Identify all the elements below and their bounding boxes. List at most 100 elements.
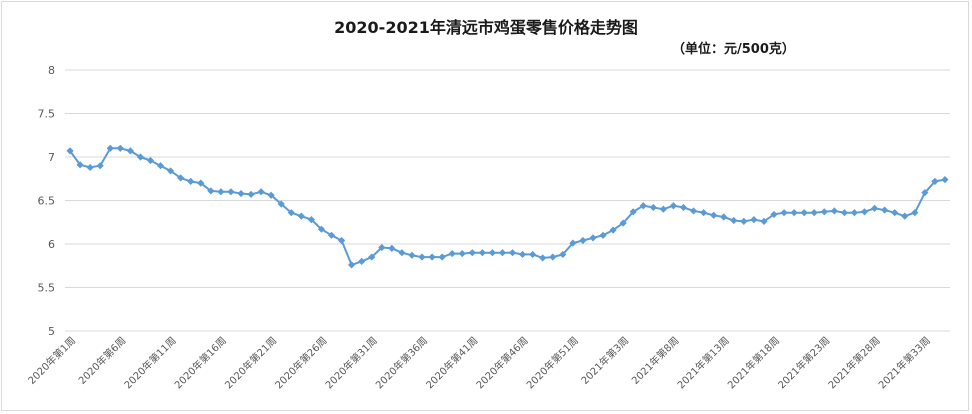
- data-point: [237, 189, 245, 198]
- data-point: [358, 257, 366, 265]
- x-tick-label: 2020年第36周: [373, 334, 430, 391]
- data-point: [870, 204, 879, 212]
- data-point: [398, 249, 406, 257]
- data-point: [66, 147, 74, 155]
- data-point: [428, 253, 436, 261]
- y-tick-label: 6.5: [38, 195, 56, 208]
- y-tick-label: 5: [48, 325, 55, 338]
- data-point: [287, 209, 295, 217]
- data-point: [659, 205, 667, 213]
- x-tick-label: 2021年第8周: [629, 334, 682, 387]
- series-egg-price: [66, 144, 949, 269]
- x-tick-label: 2020年第11周: [121, 334, 178, 391]
- data-point: [116, 144, 124, 152]
- data-point: [76, 161, 84, 169]
- data-point: [156, 162, 165, 170]
- data-point: [850, 209, 859, 217]
- data-point: [257, 188, 265, 196]
- data-point: [337, 236, 346, 245]
- data-point: [901, 212, 909, 220]
- y-tick-label: 6: [48, 238, 55, 251]
- chart-subtitle: （单位：元/500克）: [672, 42, 795, 57]
- data-point: [579, 236, 587, 245]
- data-point: [177, 174, 185, 182]
- data-point: [136, 153, 145, 161]
- data-point: [629, 208, 637, 216]
- x-tick-label: 2020年第16周: [172, 334, 229, 391]
- x-tick-label: 2021年第23周: [775, 334, 832, 391]
- data-point: [217, 188, 225, 196]
- y-tick-label: 8: [48, 64, 55, 77]
- data-point: [307, 216, 315, 224]
- data-point: [448, 249, 456, 258]
- data-point: [649, 203, 657, 212]
- data-point: [187, 177, 195, 185]
- data-point: [770, 210, 778, 219]
- data-point: [418, 253, 426, 261]
- y-tick-label: 7: [48, 151, 55, 164]
- data-point: [86, 163, 94, 172]
- data-point: [840, 209, 849, 217]
- data-point: [780, 209, 788, 217]
- data-point: [518, 250, 527, 259]
- data-point: [458, 249, 466, 258]
- x-tick-label: 2021年第13周: [674, 334, 731, 391]
- data-point: [166, 167, 175, 175]
- data-point: [760, 217, 768, 225]
- data-point: [539, 254, 547, 262]
- data-point: [700, 209, 708, 217]
- data-point: [569, 239, 577, 247]
- data-point: [931, 177, 939, 185]
- data-point: [689, 207, 698, 215]
- x-tick-label: 2021年第33周: [876, 334, 933, 391]
- x-tick-label: 2020年第51周: [524, 334, 581, 391]
- data-point: [740, 217, 748, 225]
- data-point: [669, 202, 678, 210]
- series-line: [69, 147, 946, 266]
- data-point: [468, 249, 476, 257]
- data-point: [126, 147, 134, 155]
- data-point: [599, 231, 607, 239]
- x-tick-label: 2021年第3周: [578, 334, 631, 387]
- x-tick-label: 2020年第46周: [473, 334, 530, 391]
- x-tick-label: 2021年第28周: [825, 334, 882, 391]
- data-point: [96, 162, 104, 170]
- data-point: [488, 249, 497, 257]
- x-tick-label: 2020年第21周: [222, 334, 279, 391]
- data-point: [730, 216, 738, 225]
- data-point: [277, 200, 285, 208]
- data-point: [810, 209, 818, 217]
- data-point: [941, 176, 949, 184]
- data-point: [639, 202, 647, 210]
- data-point: [478, 249, 486, 257]
- data-point: [559, 250, 567, 259]
- x-axis: 2020年第1周2020年第6周2020年第11周2020年第16周2020年第…: [25, 334, 933, 391]
- chart-title: 2020-2021年清远市鸡蛋零售价格走势图: [334, 18, 638, 37]
- data-point: [720, 213, 728, 221]
- data-point: [348, 261, 356, 269]
- data-point: [891, 209, 899, 217]
- data-point: [619, 219, 627, 227]
- data-point: [820, 208, 828, 216]
- data-point: [800, 209, 808, 217]
- data-point: [207, 187, 215, 195]
- data-point: [438, 253, 446, 261]
- x-tick-label: 2020年第41周: [423, 334, 480, 391]
- data-point: [106, 144, 114, 152]
- data-point: [609, 226, 617, 234]
- data-point: [679, 203, 688, 212]
- x-tick-label: 2020年第31周: [322, 334, 379, 391]
- data-point: [227, 188, 235, 196]
- x-tick-label: 2020年第1周: [25, 334, 78, 387]
- y-axis: 5 5.5 6 6.5 7 7.5 8: [38, 64, 56, 338]
- data-point: [790, 209, 798, 217]
- data-point: [881, 206, 889, 214]
- data-point: [860, 208, 869, 216]
- data-point: [498, 249, 507, 257]
- data-point: [549, 253, 557, 261]
- data-point: [247, 190, 255, 199]
- data-point: [368, 253, 376, 261]
- data-point: [529, 250, 537, 259]
- data-point: [830, 207, 838, 215]
